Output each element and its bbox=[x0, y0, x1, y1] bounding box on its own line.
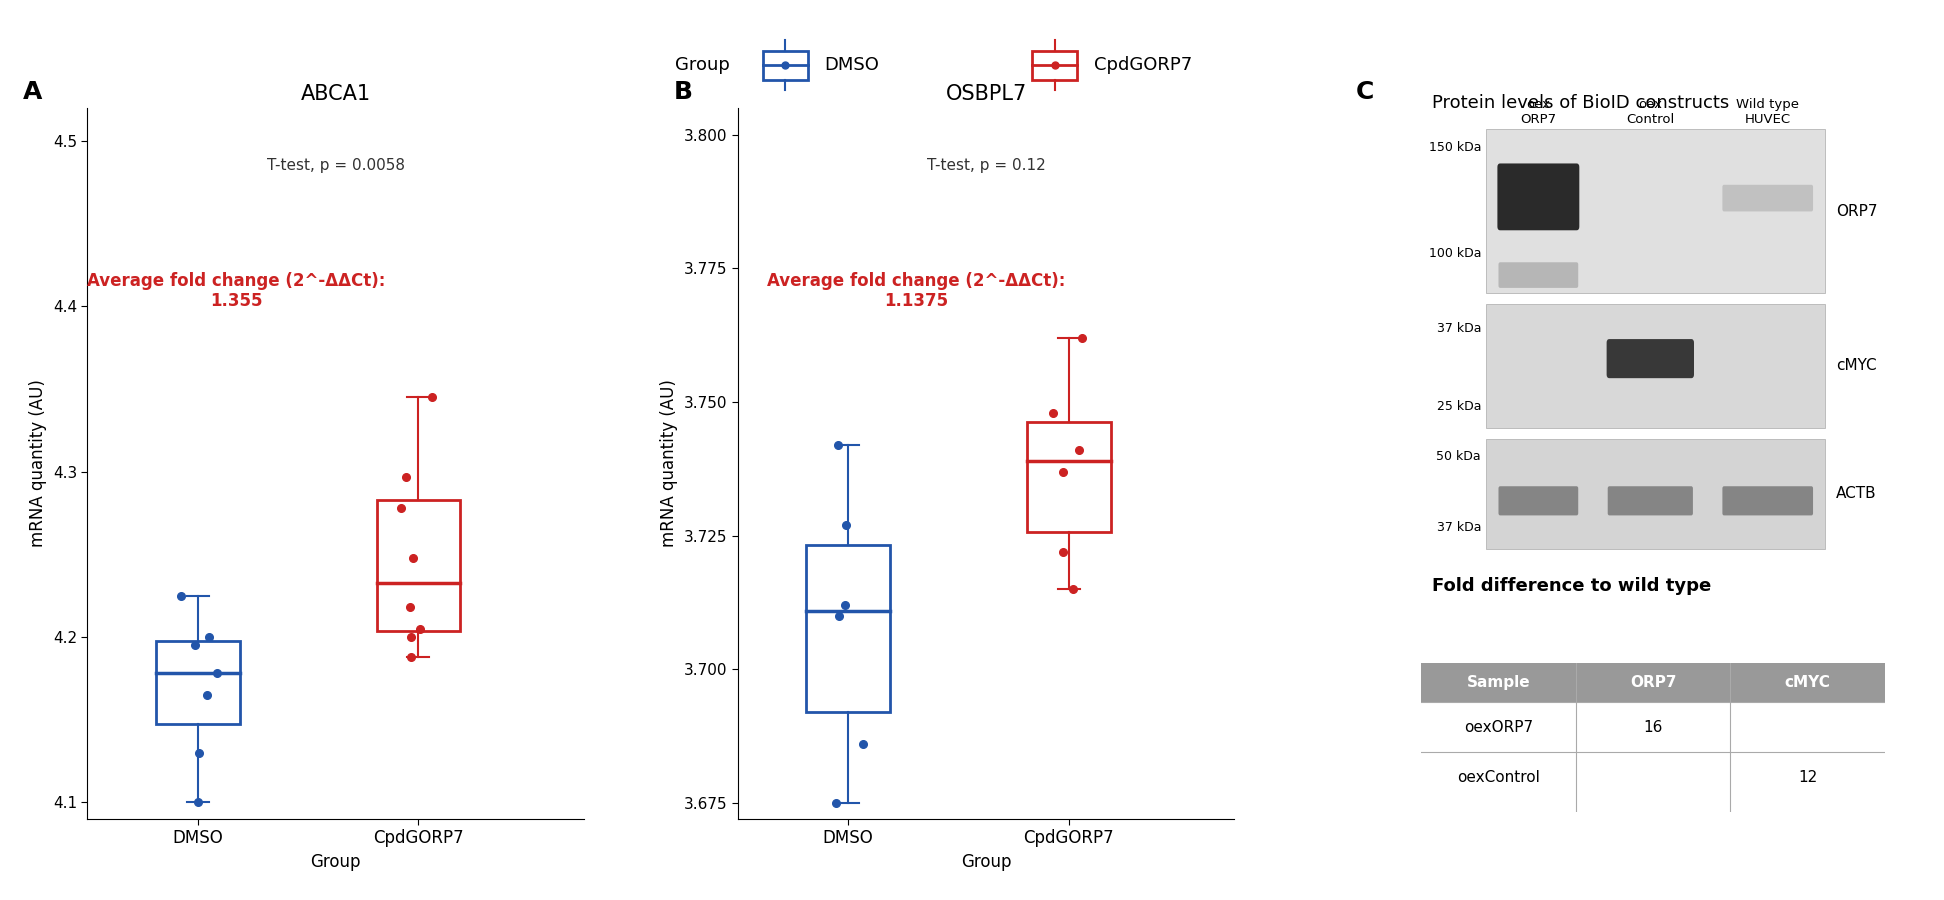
Bar bbox=[156, 641, 239, 724]
X-axis label: Group: Group bbox=[960, 853, 1011, 871]
Text: Group: Group bbox=[675, 56, 731, 75]
Text: Protein levels of BioID constructs: Protein levels of BioID constructs bbox=[1433, 94, 1728, 112]
Text: 150 kDa: 150 kDa bbox=[1429, 140, 1481, 154]
Text: CpdGORP7: CpdGORP7 bbox=[1093, 56, 1192, 75]
Text: B: B bbox=[673, 79, 692, 104]
Text: cMYC: cMYC bbox=[1835, 358, 1876, 374]
FancyBboxPatch shape bbox=[1499, 486, 1579, 516]
FancyBboxPatch shape bbox=[1487, 303, 1825, 428]
Text: ACTB: ACTB bbox=[1835, 486, 1876, 501]
Text: C: C bbox=[1355, 79, 1374, 104]
Text: 37 kDa: 37 kDa bbox=[1437, 322, 1481, 335]
Bar bbox=[762, 50, 807, 80]
Text: 50 kDa: 50 kDa bbox=[1437, 450, 1481, 463]
Text: 37 kDa: 37 kDa bbox=[1437, 521, 1481, 534]
Bar bbox=[1026, 422, 1110, 532]
Text: T-test, p = 0.0058: T-test, p = 0.0058 bbox=[266, 158, 404, 173]
Bar bbox=[377, 500, 461, 631]
Bar bbox=[807, 545, 890, 712]
Text: ORP7: ORP7 bbox=[1835, 203, 1878, 219]
FancyBboxPatch shape bbox=[1606, 339, 1693, 378]
FancyBboxPatch shape bbox=[1722, 486, 1814, 516]
Text: Fold difference to wild type: Fold difference to wild type bbox=[1433, 577, 1711, 595]
Text: Average fold change (2^-ΔΔCt):
1.1375: Average fold change (2^-ΔΔCt): 1.1375 bbox=[768, 272, 1065, 310]
FancyBboxPatch shape bbox=[1722, 184, 1814, 212]
Y-axis label: mRNA quantity (AU): mRNA quantity (AU) bbox=[29, 380, 47, 547]
Title: OSBPL7: OSBPL7 bbox=[945, 84, 1026, 104]
Text: Wild type
HUVEC: Wild type HUVEC bbox=[1736, 98, 1800, 126]
Y-axis label: mRNA quantity (AU): mRNA quantity (AU) bbox=[661, 380, 678, 547]
Title: ABCA1: ABCA1 bbox=[301, 84, 371, 104]
FancyBboxPatch shape bbox=[1499, 262, 1579, 288]
Text: oex
ORP7: oex ORP7 bbox=[1520, 98, 1557, 126]
Text: DMSO: DMSO bbox=[824, 56, 879, 75]
Text: T-test, p = 0.12: T-test, p = 0.12 bbox=[927, 158, 1046, 173]
Text: 25 kDa: 25 kDa bbox=[1437, 400, 1481, 413]
FancyBboxPatch shape bbox=[1487, 130, 1825, 292]
Text: Average fold change (2^-ΔΔCt):
1.355: Average fold change (2^-ΔΔCt): 1.355 bbox=[87, 272, 385, 310]
X-axis label: Group: Group bbox=[311, 853, 362, 871]
FancyBboxPatch shape bbox=[1497, 164, 1579, 230]
Text: A: A bbox=[23, 79, 43, 104]
Text: oex
Control: oex Control bbox=[1627, 98, 1674, 126]
FancyBboxPatch shape bbox=[1608, 486, 1693, 516]
Text: 100 kDa: 100 kDa bbox=[1429, 248, 1481, 260]
Bar bbox=[1032, 50, 1077, 80]
FancyBboxPatch shape bbox=[1487, 438, 1825, 549]
